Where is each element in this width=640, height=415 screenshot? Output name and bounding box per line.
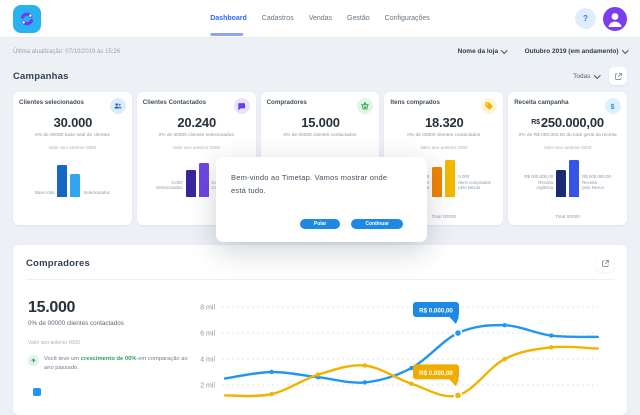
mini-bar-label: R$ 000.000,00 Receita pelo Nexus: [582, 173, 611, 191]
card-total: Total 00000: [431, 215, 457, 220]
card-value: 18.320: [425, 115, 464, 130]
buyers-stats: 15.000 0% de 00000 clientes contactados …: [28, 299, 193, 372]
nav-item-vendas[interactable]: Vendas: [308, 15, 333, 22]
mini-bar-label: Base total: [34, 190, 55, 196]
mini-bar: [185, 170, 196, 197]
mini-bar: [57, 165, 68, 197]
store-selector-label: Nome da loja: [457, 48, 499, 55]
campaigns-header: Campanhas Todas: [0, 67, 640, 85]
mini-bar: [445, 160, 456, 197]
mini-bar: [569, 160, 580, 197]
mini-bar: [432, 167, 443, 197]
buyers-prior-year-note: Valor ano anterior 0000: [28, 340, 80, 346]
chat-icon: [233, 98, 250, 114]
app-logo[interactable]: [13, 4, 41, 33]
external-link-icon: [614, 72, 622, 80]
card-subtitle: 0% de 00000 clientes contactados: [407, 133, 481, 138]
buyers-subtitle: 0% de 00000 clientes contactados: [28, 320, 124, 327]
skip-button[interactable]: Pular: [299, 219, 341, 229]
external-link-icon: [601, 259, 609, 267]
mini-bar: [556, 170, 567, 197]
card-subtitle: 0% de 00000 clientes selecionados: [158, 133, 234, 138]
main-nav: Dashboard Cadastros Vendas Gestão Config…: [210, 0, 430, 38]
mini-bar-label: R$ 000.000,00 Receita orgânica: [524, 173, 554, 191]
svg-text:8 mil: 8 mil: [200, 305, 215, 312]
svg-text:R$ 0.000,00: R$ 0.000,00: [419, 370, 453, 377]
card-subtitle: 0% de 00000 clientes contactados: [283, 133, 357, 138]
nav-item-gestao[interactable]: Gestão: [347, 15, 370, 22]
buyers-export-button[interactable]: [596, 254, 614, 272]
status-row: Última atualização: 07/10/2019 às 15:26 …: [0, 47, 640, 55]
store-selector[interactable]: Nome da loja: [457, 47, 508, 55]
campaigns-title: Campanhas: [13, 70, 69, 82]
top-navigation-bar: Dashboard Cadastros Vendas Gestão Config…: [0, 0, 640, 38]
swirl-logo-icon: [20, 12, 34, 25]
card-value: 30.000: [53, 115, 93, 130]
card-prior-year-note: Valor ano anterior 0000: [48, 145, 97, 150]
basket-icon: [357, 98, 374, 114]
buyers-title: Compradores: [26, 257, 90, 269]
svg-text:4 mil: 4 mil: [200, 357, 215, 364]
person-icon: [608, 12, 622, 27]
card-prior-year-note: Valor ano anterior 0000: [419, 145, 468, 150]
dollar-icon: $: [604, 98, 621, 114]
card-prior-year-note: Valor ano anterior 0000: [543, 145, 592, 150]
growth-arrow-icon: [28, 355, 39, 366]
svg-text:R$ 0.000,00: R$ 0.000,00: [419, 308, 453, 315]
card-title: Clientes selecionados: [19, 99, 84, 106]
chevron-down-icon: [501, 47, 508, 54]
card-title: Itens comprados: [390, 99, 440, 106]
mini-bar-label: 0.000 Selecionados: [156, 179, 183, 191]
help-button[interactable]: ?: [575, 8, 596, 29]
user-avatar[interactable]: [603, 6, 627, 31]
card-title: Compradores: [266, 99, 307, 106]
card-title: Clientes Contactados: [142, 99, 207, 106]
nav-item-configuracoes[interactable]: Configurações: [384, 15, 430, 22]
svg-text:6 mil: 6 mil: [200, 331, 215, 338]
buyers-panel: Compradores 15.000 0% de 00000 clientes …: [13, 245, 627, 415]
svg-text:2 mil: 2 mil: [200, 383, 215, 390]
mini-bar: [70, 174, 81, 197]
users-icon: [109, 98, 126, 114]
panel-divider: [26, 279, 614, 280]
mini-bar-label: 0.000 Itens comprados pelo Nexus: [458, 173, 491, 191]
tag-icon: [481, 98, 498, 114]
card-subtitle: 0% de 00000 base total de clientes: [35, 133, 110, 138]
buyers-line-chart[interactable]: 8 mil 6 mil 4 mil 2 mil R$ 0.000,00 R$ 0.000,…: [193, 295, 623, 415]
buyers-value: 15.000: [28, 299, 76, 316]
last-update-text: Última atualização: 07/10/2019 às 15:26: [13, 48, 121, 55]
card-value: R$250.000,00: [531, 115, 604, 130]
card-value: 15.000: [301, 115, 340, 130]
kpi-card-clientes-selecionados: Clientes selecionados 30.000 0% de 00000…: [13, 92, 132, 225]
campaigns-filter-select[interactable]: Todas: [573, 71, 600, 80]
chevron-down-icon: [621, 47, 628, 54]
card-total: Total 00000: [555, 215, 580, 220]
svg-text:$: $: [611, 103, 615, 110]
growth-insight-text: Você teve um crescimento de 00% em compa…: [44, 356, 188, 371]
period-selector[interactable]: Outubro 2019 (em andamento): [524, 47, 628, 55]
growth-insight: Você teve um crescimento de 00% em compa…: [28, 355, 193, 372]
card-subtitle: 0% de R$ 000.000,00 do total geral da re…: [518, 133, 617, 138]
mini-bar: [198, 163, 209, 197]
chart-legend-chip[interactable]: [33, 388, 41, 396]
card-value: 20.240: [177, 115, 216, 130]
card-prior-year-note: Valor ano anterior 0000: [172, 145, 221, 150]
mini-bar-label: Selecionados: [83, 190, 110, 196]
onboarding-modal: Bem-vindo ao Timetap. Vamos mostrar onde…: [216, 157, 427, 242]
campaigns-filter-label: Todas: [573, 72, 591, 80]
mini-bar-chart: Base total Selecionados: [19, 153, 126, 197]
chevron-down-icon: [593, 71, 600, 79]
period-selector-label: Outubro 2019 (em andamento): [524, 48, 619, 55]
mini-bar-chart: R$ 000.000,00 Receita orgânica R$ 000.000,0…: [514, 153, 621, 197]
nav-item-dashboard[interactable]: Dashboard: [210, 0, 247, 38]
topbar-actions: ?: [575, 6, 627, 31]
kpi-card-receita-campanha: Receita campanha $ R$250.000,00 0% de R$…: [508, 92, 627, 225]
nav-item-cadastros[interactable]: Cadastros: [261, 15, 294, 22]
card-title: Receita campanha: [514, 99, 569, 106]
continue-button[interactable]: Continuar: [351, 219, 403, 229]
campaigns-export-button[interactable]: [609, 67, 627, 85]
onboarding-message: Bem-vindo ao Timetap. Vamos mostrar onde…: [231, 173, 388, 196]
